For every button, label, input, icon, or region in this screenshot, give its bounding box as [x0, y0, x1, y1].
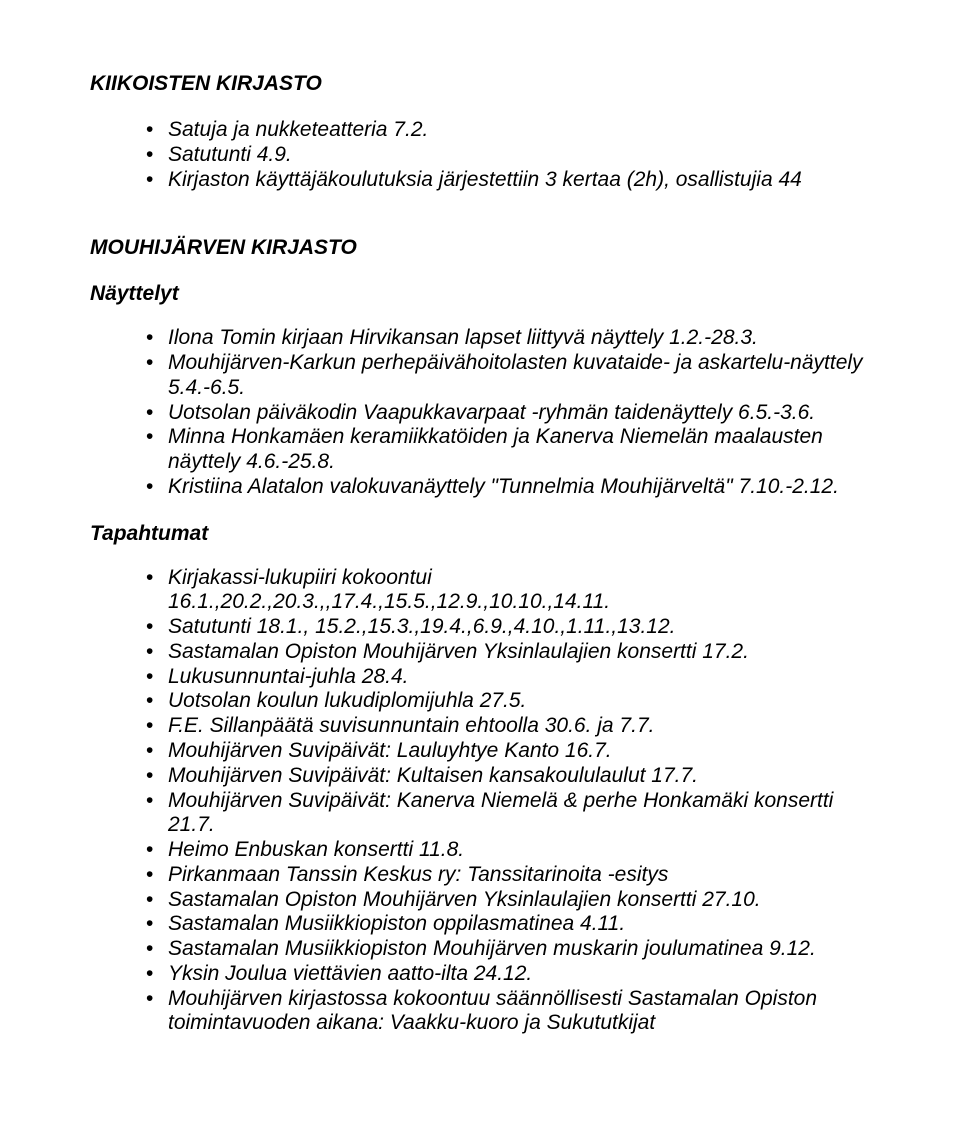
- list-item: Yksin Joulua viettävien aatto-ilta 24.12…: [168, 962, 870, 987]
- list-item: Sastamalan Opiston Mouhijärven Yksinlaul…: [168, 888, 870, 913]
- list-item: Satutunti 4.9.: [168, 143, 870, 168]
- list-item: Mouhijärven kirjastossa kokoontuu säännö…: [168, 987, 870, 1037]
- list-item: Sastamalan Musiikkiopiston Mouhijärven m…: [168, 937, 870, 962]
- list-item: Ilona Tomin kirjaan Hirvikansan lapset l…: [168, 326, 870, 351]
- sub2-list: Kirjakassi-lukupiiri kokoontui 16.1.,20.…: [90, 566, 870, 1037]
- list-item: Mouhijärven Suvipäivät: Lauluyhtye Kanto…: [168, 739, 870, 764]
- list-item: Sastamalan Opiston Mouhijärven Yksinlaul…: [168, 640, 870, 665]
- list-item: Kristiina Alatalon valokuvanäyttely "Tun…: [168, 475, 870, 500]
- list-item: Lukusunnuntai-juhla 28.4.: [168, 665, 870, 690]
- sub1-title: Näyttelyt: [90, 282, 870, 306]
- list-item: Sastamalan Musiikkiopiston oppilasmatine…: [168, 912, 870, 937]
- sub2-title: Tapahtumat: [90, 522, 870, 546]
- list-item: Uotsolan koulun lukudiplomijuhla 27.5.: [168, 689, 870, 714]
- list-item: Heimo Enbuskan konsertti 11.8.: [168, 838, 870, 863]
- list-item: Mouhijärven Suvipäivät: Kultaisen kansak…: [168, 764, 870, 789]
- sub1-list: Ilona Tomin kirjaan Hirvikansan lapset l…: [90, 326, 870, 499]
- list-item: Satuja ja nukketeatteria 7.2.: [168, 118, 870, 143]
- list-item: Uotsolan päiväkodin Vaapukkavarpaat -ryh…: [168, 401, 870, 426]
- list-item: Satutunti 18.1., 15.2.,15.3.,19.4.,6.9.,…: [168, 615, 870, 640]
- list-item: Minna Honkamäen keramiikkatöiden ja Kane…: [168, 425, 870, 475]
- section1-list: Satuja ja nukketeatteria 7.2. Satutunti …: [90, 118, 870, 192]
- list-item: Pirkanmaan Tanssin Keskus ry: Tanssitari…: [168, 863, 870, 888]
- list-item: Kirjaston käyttäjäkoulutuksia järjestett…: [168, 168, 870, 193]
- list-item: Mouhijärven-Karkun perhepäivähoitolasten…: [168, 351, 870, 401]
- section2-title: MOUHIJÄRVEN KIRJASTO: [90, 236, 870, 260]
- list-item: Kirjakassi-lukupiiri kokoontui 16.1.,20.…: [168, 566, 870, 616]
- list-item: F.E. Sillanpäätä suvisunnuntain ehtoolla…: [168, 714, 870, 739]
- section1-title: KIIKOISTEN KIRJASTO: [90, 72, 870, 96]
- list-item: Mouhijärven Suvipäivät: Kanerva Niemelä …: [168, 789, 870, 839]
